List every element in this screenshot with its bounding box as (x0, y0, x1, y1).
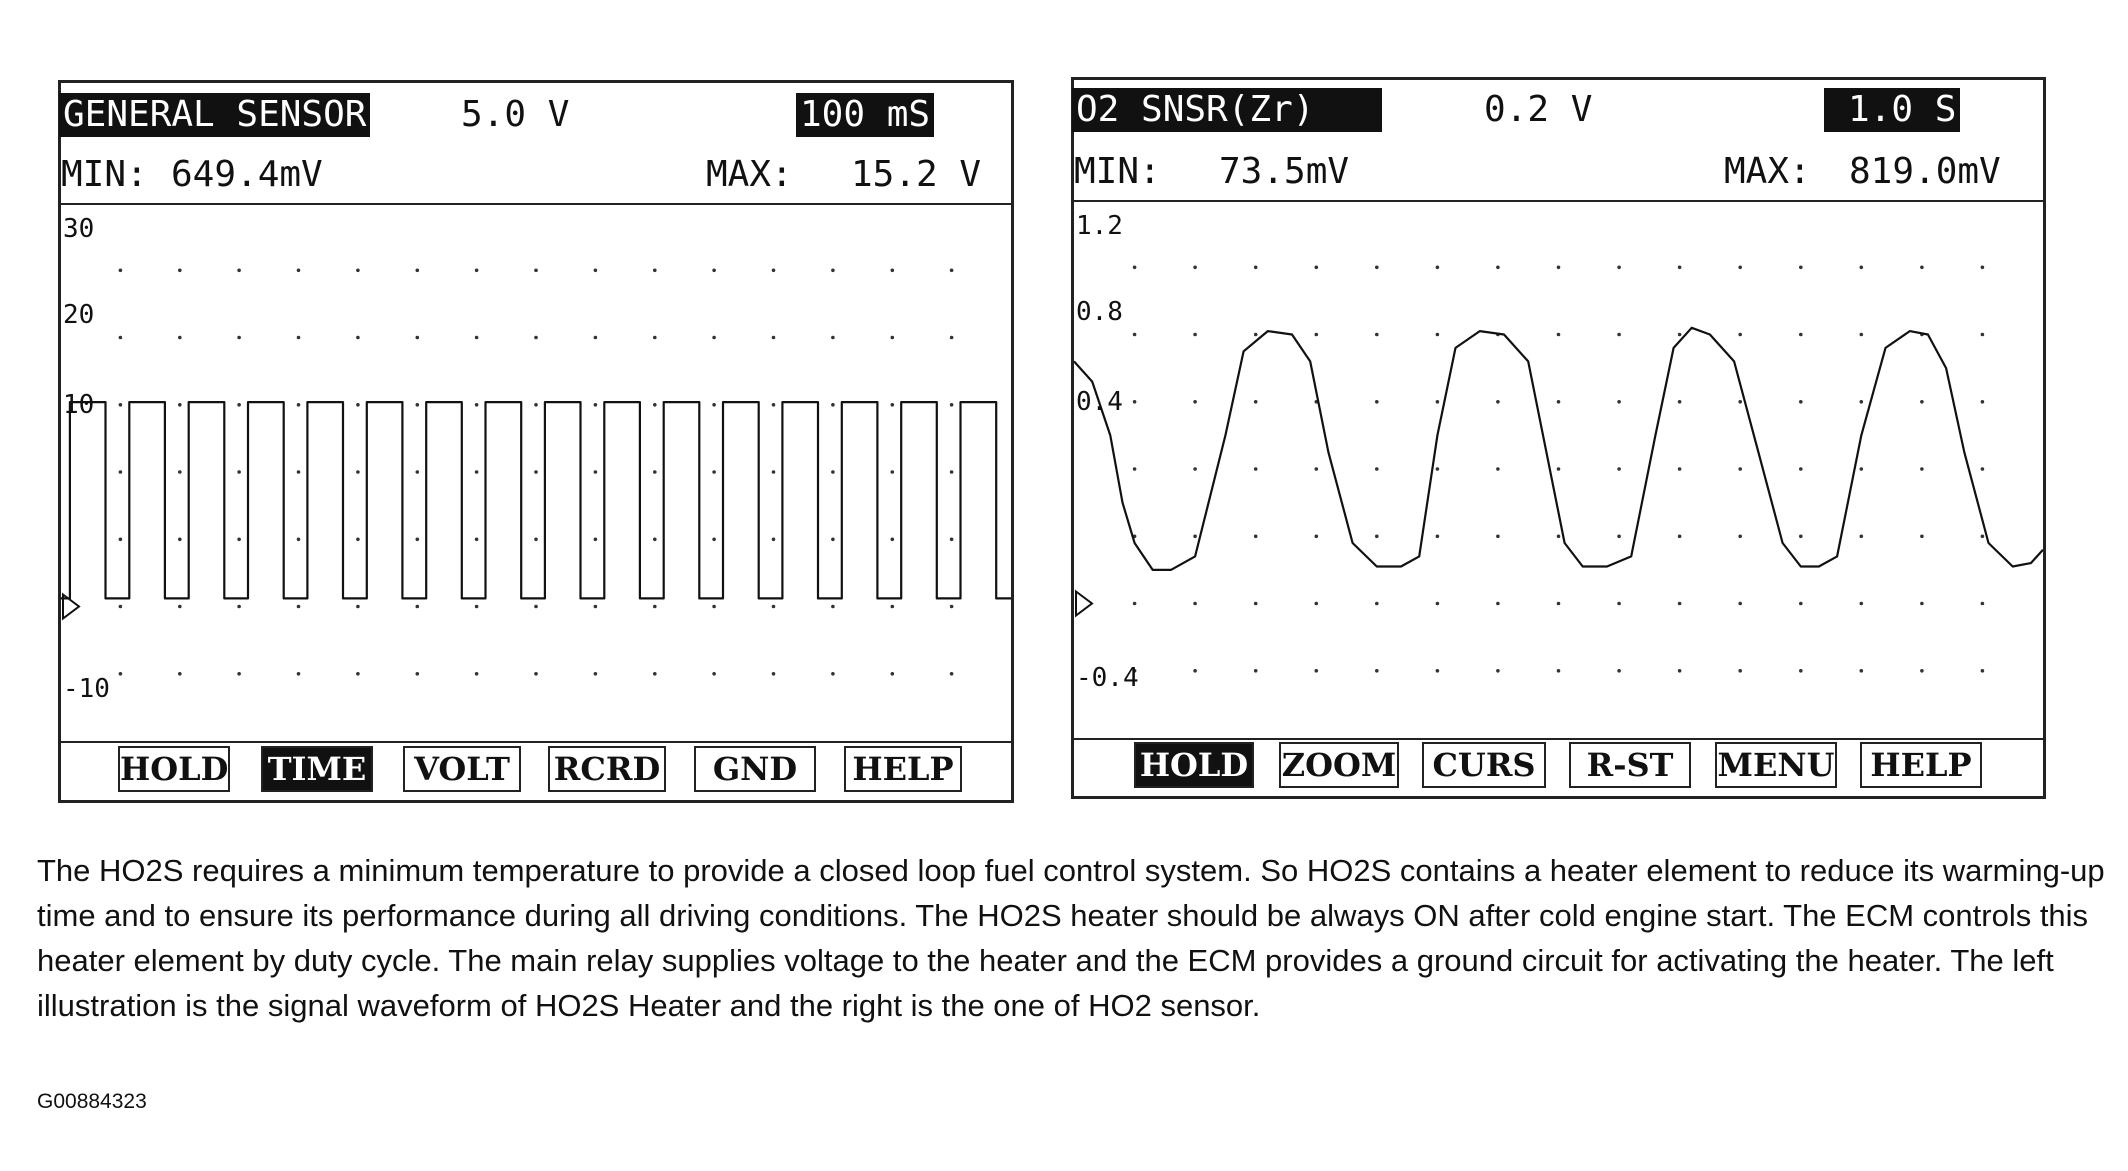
figure-caption: The HO2S requires a minimum temperature … (37, 853, 2105, 1023)
scope-right: O2 SNSR(Zr) 0.2 V 1.0 S MIN: 73.5mV MAX:… (1071, 77, 2046, 799)
right-zoom-button[interactable]: ZOOM (1279, 742, 1399, 788)
left-series-line (61, 401, 1011, 600)
left-min-value: 649.4mV (171, 154, 323, 195)
right-max-value: 819.0mV (1849, 151, 2001, 192)
right-curs-button[interactable]: CURS (1422, 742, 1546, 788)
left-volts-per-div: 5.0 V (461, 94, 570, 135)
left-plot-area: 30 20 10 -10 (61, 203, 1011, 743)
left-volt-button[interactable]: VOLT (403, 746, 521, 792)
left-ground-marker (62, 592, 81, 621)
left-waveform-chart: 30 20 10 -10 (61, 214, 1011, 704)
right-min-label: MIN: (1074, 151, 1161, 192)
left-max-value: 15.2 V (851, 154, 982, 195)
left-function-bar: HOLD TIME VOLT RCRD GND HELP (61, 740, 1011, 800)
right-ytick-label: -0.4 (1076, 663, 1139, 693)
left-timebase: 100 mS (796, 93, 935, 137)
left-gnd-button[interactable]: GND (694, 746, 816, 792)
scope-left: GENERAL SENSOR 5.0 V 100 mS MIN: 649.4mV… (58, 80, 1014, 803)
right-minmax-row: MIN: 73.5mV MAX: 819.0mV (1074, 142, 2043, 202)
left-ytick-label: 20 (63, 300, 94, 330)
right-ytick-label: 1.2 (1076, 211, 1123, 241)
right-plot-area: 1.2 0.8 0.4 -0.4 (1074, 200, 2043, 740)
right-volts-per-div: 0.2 V (1484, 89, 1593, 130)
left-hold-button[interactable]: HOLD (118, 746, 230, 792)
left-max-label: MAX: (706, 154, 793, 195)
left-header-row: GENERAL SENSOR 5.0 V 100 mS (59, 83, 1011, 145)
right-menu-button[interactable]: MENU (1715, 742, 1837, 788)
right-min-value: 73.5mV (1219, 151, 1350, 192)
left-help-button[interactable]: HELP (844, 746, 962, 792)
right-help-button[interactable]: HELP (1860, 742, 1982, 788)
right-hold-button[interactable]: HOLD (1134, 742, 1254, 788)
left-minmax-row: MIN: 649.4mV MAX: 15.2 V (61, 145, 1011, 205)
right-ground-marker (1075, 589, 1094, 618)
left-time-button[interactable]: TIME (261, 746, 373, 792)
right-header-row: O2 SNSR(Zr) 0.2 V 1.0 S (1072, 80, 2043, 142)
right-max-label: MAX: (1724, 151, 1811, 192)
left-ytick-label: -10 (63, 674, 110, 704)
left-rcrd-button[interactable]: RCRD (548, 746, 666, 792)
right-rst-button[interactable]: R-ST (1569, 742, 1691, 788)
right-function-bar: HOLD ZOOM CURS R-ST MENU HELP (1074, 736, 2043, 796)
right-timebase: 1.0 S (1824, 88, 1961, 132)
left-ytick-label: 10 (63, 390, 94, 420)
right-channel-title: O2 SNSR(Zr) (1072, 88, 1383, 132)
figure-id: G00884323 (37, 1090, 147, 1113)
right-grid-dots (1132, 265, 1985, 673)
right-ytick-label: 0.8 (1076, 297, 1123, 327)
right-waveform-chart: 1.20.80.4-0.4 (1074, 211, 2043, 693)
right-series-line (1074, 326, 2043, 571)
left-ytick-label: 30 (63, 214, 94, 244)
left-grid-dots (118, 268, 954, 676)
left-min-label: MIN: (61, 154, 148, 195)
left-channel-title: GENERAL SENSOR (59, 93, 371, 137)
